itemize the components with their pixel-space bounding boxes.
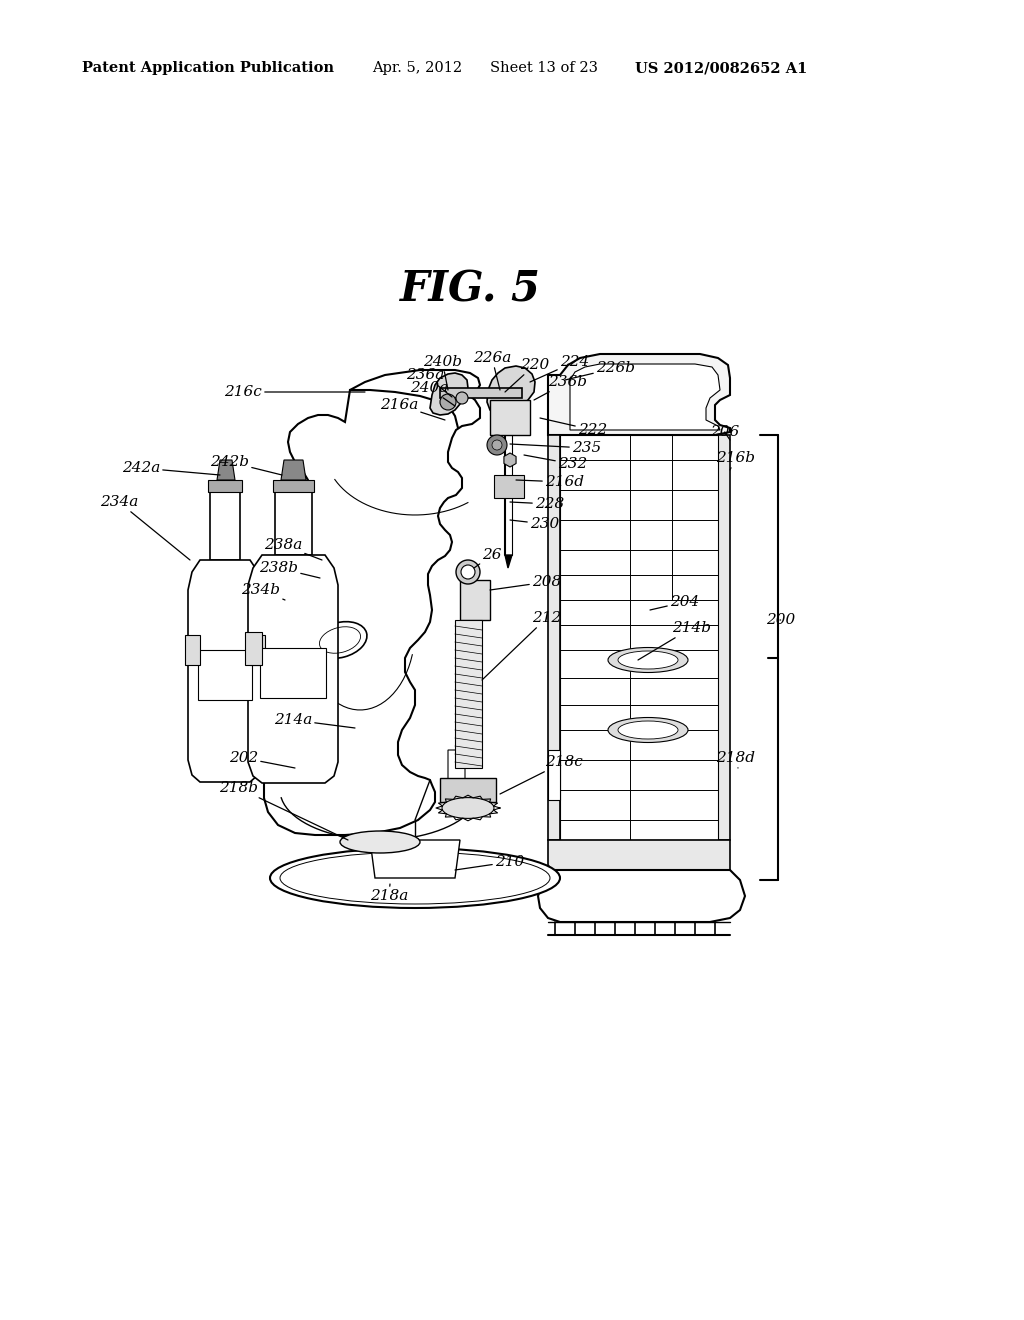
Polygon shape	[281, 459, 306, 480]
Circle shape	[456, 392, 468, 404]
Polygon shape	[449, 750, 465, 805]
Ellipse shape	[618, 721, 678, 739]
Polygon shape	[217, 459, 234, 480]
Text: 210: 210	[455, 855, 524, 870]
Ellipse shape	[608, 648, 688, 672]
Polygon shape	[370, 840, 460, 878]
Polygon shape	[538, 870, 745, 921]
Text: 226a: 226a	[473, 351, 511, 389]
Text: 218a: 218a	[370, 884, 408, 903]
Text: 26: 26	[474, 548, 502, 568]
Text: Sheet 13 of 23: Sheet 13 of 23	[490, 61, 598, 75]
Polygon shape	[718, 436, 730, 840]
Polygon shape	[275, 490, 312, 554]
Text: US 2012/0082652 A1: US 2012/0082652 A1	[635, 61, 807, 75]
Ellipse shape	[442, 797, 494, 818]
Polygon shape	[430, 374, 468, 414]
Ellipse shape	[340, 832, 420, 853]
Text: 232: 232	[524, 455, 587, 471]
Polygon shape	[264, 370, 480, 836]
Text: 216d: 216d	[516, 475, 584, 488]
Text: 238a: 238a	[263, 539, 322, 560]
Polygon shape	[504, 453, 516, 467]
Polygon shape	[570, 364, 720, 430]
Ellipse shape	[313, 622, 367, 659]
Circle shape	[440, 393, 456, 411]
Text: 234b: 234b	[241, 583, 285, 601]
Text: 230: 230	[510, 517, 559, 531]
Text: 236b: 236b	[534, 375, 587, 400]
Text: 214b: 214b	[638, 620, 711, 660]
Circle shape	[492, 440, 502, 450]
Polygon shape	[505, 554, 512, 568]
Text: 204: 204	[650, 595, 699, 610]
Text: 212: 212	[482, 611, 561, 680]
Polygon shape	[548, 436, 560, 840]
Polygon shape	[245, 632, 262, 665]
Ellipse shape	[270, 847, 560, 908]
Text: 226b: 226b	[565, 360, 635, 380]
Polygon shape	[210, 490, 240, 560]
Text: 214a: 214a	[273, 713, 355, 729]
Text: 206: 206	[710, 425, 739, 440]
Text: 216b: 216b	[716, 451, 755, 470]
Ellipse shape	[618, 651, 678, 669]
Polygon shape	[490, 400, 530, 436]
Text: 222: 222	[540, 418, 607, 437]
Text: 220: 220	[505, 358, 549, 392]
Polygon shape	[548, 840, 730, 888]
Polygon shape	[494, 475, 524, 498]
Text: 234a: 234a	[99, 495, 190, 560]
Text: 238b: 238b	[259, 561, 319, 578]
Text: 216c: 216c	[224, 385, 365, 399]
Text: 208: 208	[490, 576, 561, 590]
Polygon shape	[548, 750, 560, 800]
Polygon shape	[273, 480, 314, 492]
Circle shape	[456, 560, 480, 583]
Text: 224: 224	[530, 355, 589, 381]
Text: 216a: 216a	[380, 399, 445, 420]
Polygon shape	[440, 388, 522, 399]
Text: 200: 200	[766, 612, 796, 627]
Text: 228: 228	[510, 498, 564, 511]
Polygon shape	[188, 560, 262, 781]
Polygon shape	[455, 620, 482, 768]
Circle shape	[461, 565, 475, 579]
Text: 240a: 240a	[410, 381, 455, 407]
Polygon shape	[487, 366, 535, 414]
Polygon shape	[250, 635, 265, 665]
Text: 236a: 236a	[406, 368, 452, 397]
Text: FIG. 5: FIG. 5	[400, 269, 541, 312]
Polygon shape	[460, 579, 490, 620]
Text: 242a: 242a	[122, 461, 220, 475]
Text: 240b: 240b	[423, 355, 462, 389]
Text: 202: 202	[228, 751, 295, 768]
Text: 235: 235	[510, 441, 601, 455]
Ellipse shape	[608, 718, 688, 742]
Circle shape	[487, 436, 507, 455]
Polygon shape	[560, 436, 718, 840]
Polygon shape	[440, 777, 496, 803]
Polygon shape	[548, 354, 730, 436]
Polygon shape	[185, 635, 200, 665]
Text: 242b: 242b	[210, 455, 282, 475]
Text: Apr. 5, 2012: Apr. 5, 2012	[372, 61, 462, 75]
Text: 218d: 218d	[716, 751, 755, 768]
Polygon shape	[208, 480, 242, 492]
Text: 218b: 218b	[219, 781, 348, 840]
Text: Patent Application Publication: Patent Application Publication	[82, 61, 334, 75]
Polygon shape	[260, 648, 326, 698]
Polygon shape	[198, 649, 252, 700]
Text: 218c: 218c	[500, 755, 583, 795]
Polygon shape	[248, 554, 338, 783]
